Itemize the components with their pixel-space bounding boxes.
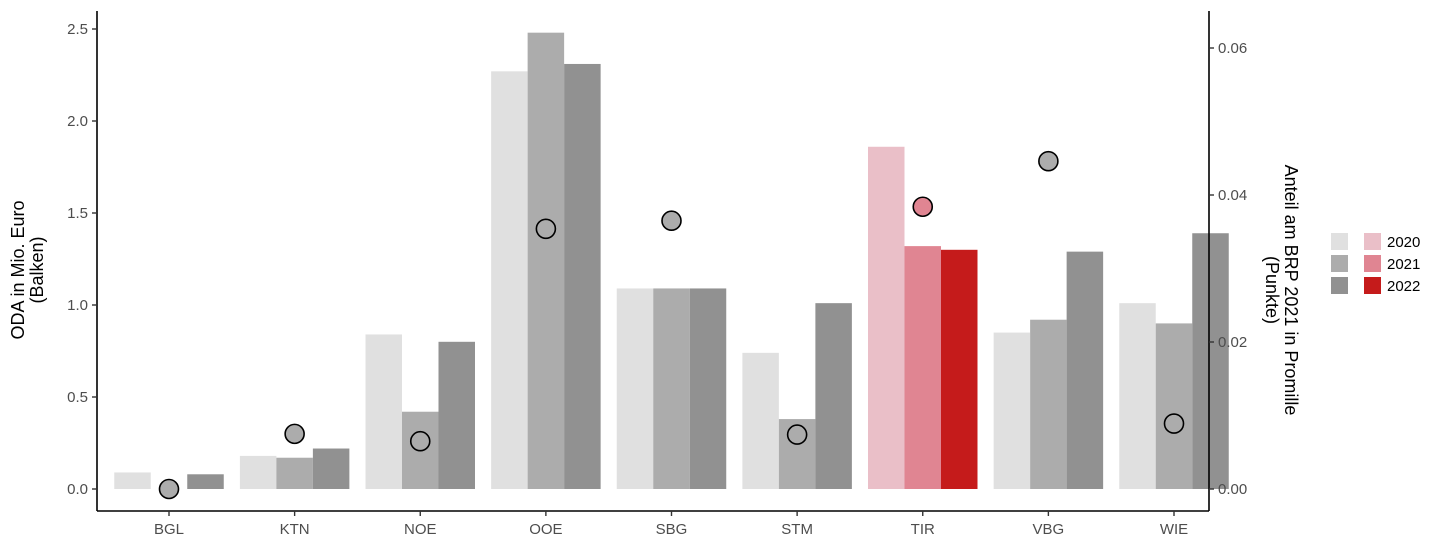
legend-swatch-gray-2021 bbox=[1331, 255, 1348, 272]
bar-wie-2022 bbox=[1192, 233, 1229, 489]
point-ooe bbox=[535, 218, 557, 240]
bar-sbg-2020 bbox=[616, 288, 654, 489]
bar-ktn-2022 bbox=[312, 448, 350, 489]
y-left-tick-label: 2.0 bbox=[67, 113, 88, 130]
bar-wie-2020 bbox=[1119, 303, 1156, 489]
x-tick-label: OOE bbox=[529, 521, 562, 538]
point-vbg bbox=[1038, 150, 1059, 172]
y-right-tick-label: 0.06 bbox=[1218, 40, 1247, 57]
x-tick-label: SBG bbox=[656, 521, 688, 538]
point-tir bbox=[912, 196, 934, 218]
y-right-tick-label: 0.04 bbox=[1218, 187, 1247, 204]
bar-vbg-2020 bbox=[993, 332, 1031, 489]
bar-wie-2021 bbox=[1155, 323, 1193, 489]
bar-ktn-2020 bbox=[239, 455, 277, 489]
x-tick-label: BGL bbox=[154, 521, 184, 538]
y-axis-left-title: (Balken) bbox=[27, 236, 47, 303]
bar-tir-2020 bbox=[868, 146, 905, 489]
y-left-tick-label: 1.5 bbox=[67, 205, 88, 222]
y-axis-left-title: ODA in Mio. Euro bbox=[8, 200, 28, 339]
x-tick-label: TIR bbox=[911, 521, 935, 538]
bar-stm-2022 bbox=[815, 303, 852, 489]
point-bgl bbox=[158, 478, 180, 500]
bar-tir-2021 bbox=[904, 246, 941, 489]
point-stm bbox=[786, 424, 808, 445]
y-left-tick-label: 0.5 bbox=[67, 389, 88, 406]
legend-swatch-highlight-2022 bbox=[1364, 277, 1381, 294]
x-tick-label: VBG bbox=[1033, 521, 1065, 538]
x-tick-label: STM bbox=[781, 521, 813, 538]
point-sbg bbox=[661, 210, 682, 232]
bar-vbg-2022 bbox=[1066, 251, 1104, 489]
y-right-tick-label: 0.02 bbox=[1218, 334, 1247, 351]
bar-ooe-2021 bbox=[527, 32, 565, 490]
legend-label: 2020 bbox=[1387, 234, 1420, 251]
x-tick-label: WIE bbox=[1160, 521, 1188, 538]
bar-ooe-2020 bbox=[491, 71, 528, 489]
bar-ktn-2021 bbox=[276, 457, 313, 489]
bar-sbg-2022 bbox=[689, 288, 727, 489]
point-wie bbox=[1163, 413, 1185, 434]
bar-noe-2020 bbox=[365, 334, 402, 489]
legend-swatch-gray-2022 bbox=[1331, 277, 1348, 294]
bar-vbg-2021 bbox=[1030, 319, 1067, 489]
y-axis-right-title: Anteil am BRP 2021 in Promille bbox=[1281, 165, 1301, 416]
bar-bgl-2022 bbox=[187, 474, 224, 489]
y-left-tick-label: 0.0 bbox=[67, 481, 88, 498]
point-ktn bbox=[284, 423, 305, 445]
point-noe bbox=[409, 430, 431, 452]
bar-ooe-2022 bbox=[564, 63, 601, 490]
x-tick-label: NOE bbox=[404, 521, 437, 538]
y-left-tick-label: 2.5 bbox=[67, 21, 88, 38]
legend-label: 2021 bbox=[1387, 256, 1420, 273]
y-axis-right-title: (Punkte) bbox=[1262, 256, 1282, 324]
x-tick-label: KTN bbox=[280, 521, 310, 538]
bar-stm-2020 bbox=[742, 352, 779, 489]
bar-bgl-2020 bbox=[114, 472, 151, 489]
legend-label: 2022 bbox=[1387, 278, 1420, 295]
bar-tir-2022 bbox=[941, 249, 978, 489]
bar-sbg-2021 bbox=[653, 288, 690, 489]
legend-swatch-highlight-2021 bbox=[1364, 255, 1381, 272]
legend-swatch-gray-2020 bbox=[1331, 233, 1348, 250]
y-right-tick-label: 0.00 bbox=[1218, 481, 1247, 498]
y-left-tick-label: 1.0 bbox=[67, 297, 88, 314]
legend-swatch-highlight-2020 bbox=[1364, 233, 1381, 250]
bar-noe-2022 bbox=[438, 341, 475, 489]
